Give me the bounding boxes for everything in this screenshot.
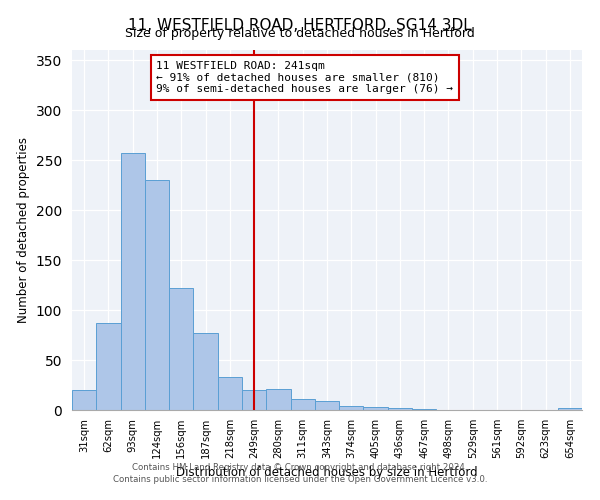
Text: 11, WESTFIELD ROAD, HERTFORD, SG14 3DL: 11, WESTFIELD ROAD, HERTFORD, SG14 3DL [128, 18, 472, 32]
Text: 11 WESTFIELD ROAD: 241sqm
← 91% of detached houses are smaller (810)
9% of semi-: 11 WESTFIELD ROAD: 241sqm ← 91% of detac… [156, 61, 453, 94]
Bar [266, 389, 290, 410]
Bar [242, 390, 266, 410]
Bar [290, 399, 315, 410]
Bar [72, 390, 96, 410]
Bar [339, 406, 364, 410]
Bar [315, 401, 339, 410]
Bar [218, 377, 242, 410]
Text: Contains public sector information licensed under the Open Government Licence v3: Contains public sector information licen… [113, 475, 487, 484]
Bar [121, 153, 145, 410]
Bar [193, 333, 218, 410]
Bar [558, 408, 582, 410]
X-axis label: Distribution of detached houses by size in Hertford: Distribution of detached houses by size … [176, 466, 478, 479]
Bar [96, 323, 121, 410]
Bar [412, 409, 436, 410]
Bar [145, 180, 169, 410]
Bar [169, 288, 193, 410]
Y-axis label: Number of detached properties: Number of detached properties [17, 137, 31, 323]
Bar [364, 407, 388, 410]
Text: Size of property relative to detached houses in Hertford: Size of property relative to detached ho… [125, 28, 475, 40]
Bar [388, 408, 412, 410]
Text: Contains HM Land Registry data © Crown copyright and database right 2024.: Contains HM Land Registry data © Crown c… [132, 464, 468, 472]
